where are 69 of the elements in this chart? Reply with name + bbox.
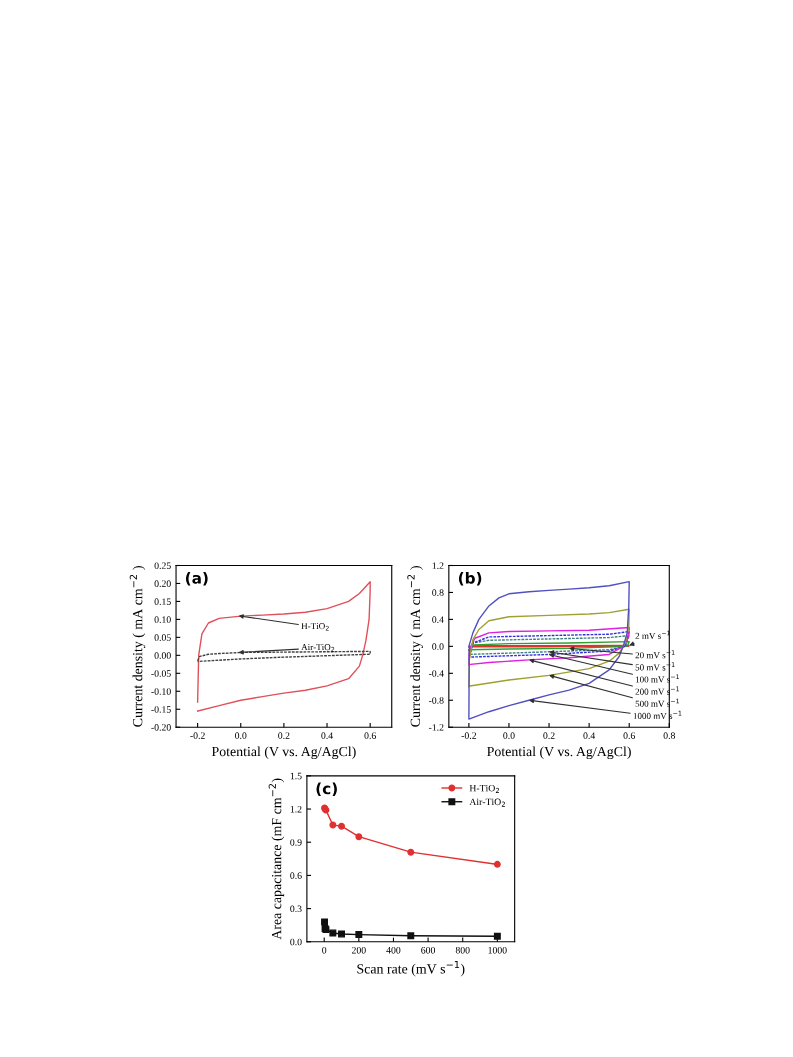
annotation: H-TiO$_{2}$ — [301, 623, 329, 631]
annotation: Air-TiO$_{2}$ — [301, 644, 335, 652]
x-axis-title: Scan rate (mV s$^{−1}$) — [357, 961, 465, 977]
y-tick-label: 0.6 — [290, 872, 302, 879]
point — [407, 932, 415, 940]
annotation: (b) — [458, 571, 482, 586]
x-tick-label: 0.6 — [364, 732, 376, 739]
y-tick-label: -1.2 — [428, 724, 444, 731]
y-tick-label: 0.0 — [290, 938, 302, 946]
y-tick-label: -0.05 — [151, 670, 171, 677]
annotation: (a) — [185, 571, 208, 586]
point — [493, 932, 501, 940]
y-tick-label: 1.2 — [432, 562, 444, 570]
annotation: 500 mV s$^{−1}$ — [635, 698, 680, 707]
x-axis-title: Potential (V vs. Ag/AgCl) — [211, 746, 356, 760]
y-tick-label: 1.5 — [290, 772, 302, 780]
annotation: 1000 mV s$^{−1}$ — [633, 710, 682, 720]
y-axis-title: Area capacitance (mF cm$^{−2}$) — [268, 778, 285, 940]
x-tick-label: 0 — [322, 946, 327, 954]
legend-label: H-TiO$_{2}$ — [469, 784, 500, 793]
y-tick-label: 0.15 — [154, 598, 171, 605]
point — [493, 860, 501, 868]
y-tick-label: -0.4 — [428, 670, 444, 677]
x-tick-label: 0.2 — [278, 732, 290, 739]
x-tick-label: 0.4 — [583, 732, 596, 739]
x-tick-label: -0.2 — [190, 732, 205, 739]
x-tick-label: 200 — [351, 946, 366, 954]
x-tick-label: 400 — [386, 946, 401, 954]
point — [338, 822, 345, 830]
y-tick-label: 0.00 — [154, 652, 171, 659]
y-axis-title: Current density ( mA cm$^{−2}$ ) — [407, 566, 423, 727]
y-tick-label: 0.25 — [154, 562, 171, 570]
x-tick-label: 600 — [421, 946, 436, 954]
x-tick-label: 0.4 — [321, 732, 333, 739]
point — [329, 929, 337, 937]
y-tick-label: -0.8 — [428, 697, 444, 704]
y-tick-label: 0.8 — [432, 589, 444, 596]
x-axis-title: Potential (V vs. Ag/AgCl) — [487, 746, 631, 760]
point — [321, 918, 329, 926]
x-tick-label: -0.2 — [461, 732, 477, 739]
y-tick-label: 0.3 — [290, 905, 302, 913]
x-tick-label: 0.2 — [543, 732, 555, 739]
x-tick-label: 0.6 — [623, 732, 635, 739]
x-tick-label: 0.8 — [663, 732, 675, 739]
y-tick-label: 0.0 — [432, 643, 444, 650]
line-series — [468, 608, 630, 688]
y-tick-label: 0.9 — [290, 839, 302, 846]
y-tick-label: 0.20 — [154, 580, 171, 587]
point — [329, 821, 337, 829]
y-tick-label: 0.10 — [154, 616, 171, 623]
point — [355, 833, 363, 841]
x-tick-label: 1000 — [488, 946, 507, 954]
y-axis-title: Current density ( mA cm$^{−2}$ ) — [129, 566, 146, 727]
x-tick-label: 0.0 — [235, 732, 247, 739]
y-tick-label: 1.2 — [290, 805, 302, 813]
x-tick-label: 0.0 — [503, 732, 515, 739]
y-tick-label: 0.05 — [154, 634, 171, 641]
annotation: 200 mV s$^{−1}$ — [635, 686, 680, 695]
point — [338, 930, 345, 938]
point — [407, 848, 415, 856]
y-tick-label: -0.10 — [151, 688, 171, 695]
y-tick-label: 0.4 — [432, 616, 444, 623]
y-tick-label: -0.15 — [151, 706, 171, 713]
annotation: (c) — [316, 782, 337, 797]
legend-label: Air-TiO$_{2}$ — [469, 798, 505, 807]
point — [355, 931, 363, 939]
annotation: 100 mV s$^{−1}$ — [635, 674, 680, 683]
y-tick-label: -0.20 — [151, 724, 171, 731]
x-tick-label: 800 — [455, 946, 470, 954]
